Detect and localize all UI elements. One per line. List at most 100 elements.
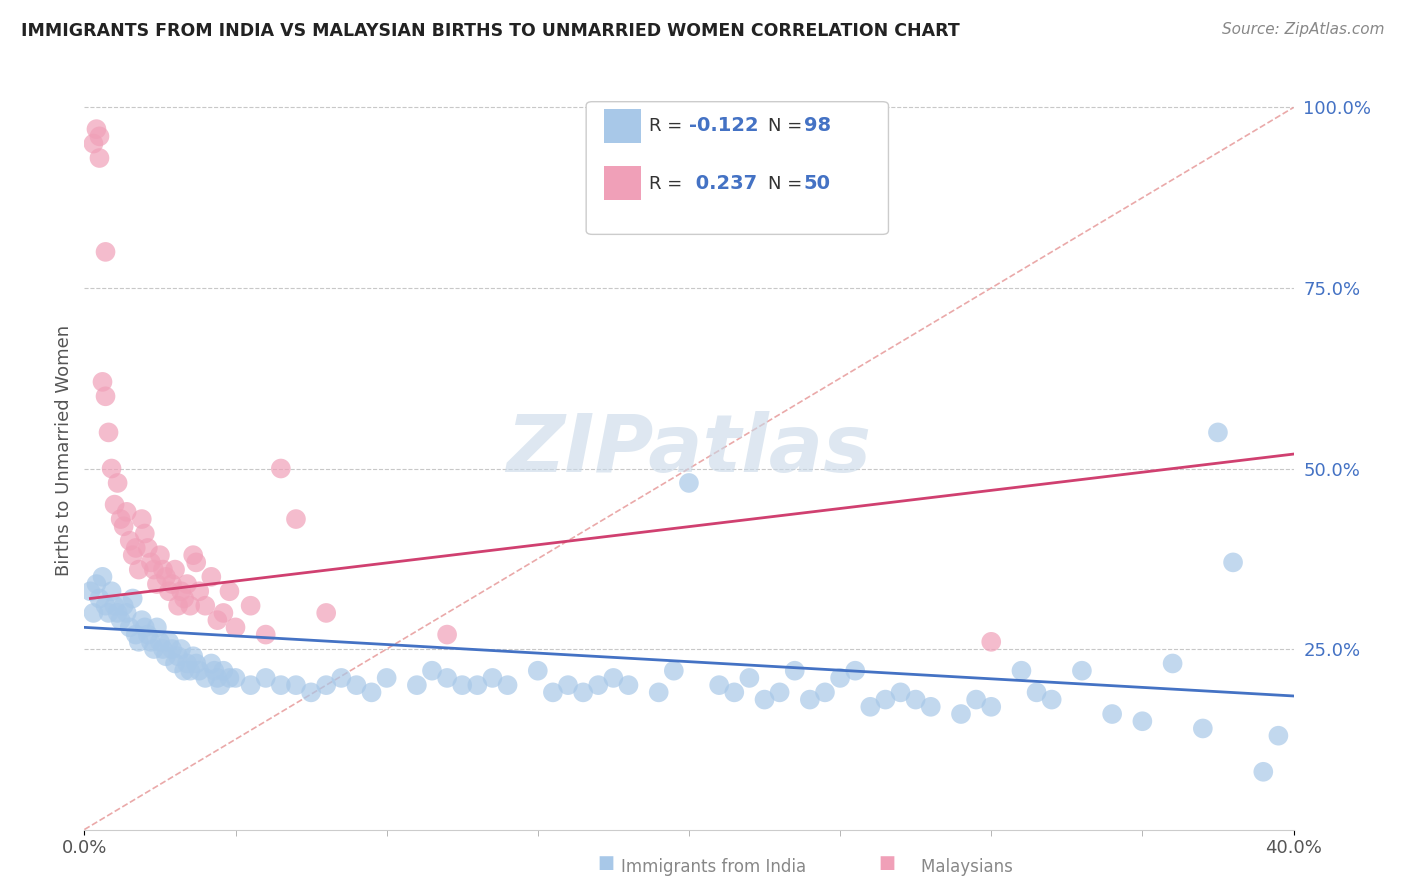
Text: ■: ■ [598,855,614,872]
Point [859,699,882,714]
Point [160,642,183,657]
Point [406,678,429,692]
Point [315,678,337,692]
Point [270,678,292,692]
Point [152,563,174,577]
Point [254,627,277,641]
Point [1206,425,1229,440]
Point [188,664,211,678]
Point [890,685,912,699]
Point [207,613,229,627]
Point [186,555,208,569]
Point [799,692,821,706]
Text: Malaysians: Malaysians [900,858,1012,876]
Point [89,151,111,165]
Point [588,678,610,692]
Point [527,664,550,678]
Point [330,671,353,685]
Point [1267,729,1289,743]
Text: R =: R = [650,175,688,193]
FancyBboxPatch shape [586,102,889,235]
Point [769,685,792,699]
Point [118,533,141,548]
Point [980,635,1002,649]
Point [112,519,135,533]
Point [285,678,308,692]
Text: N =: N = [768,117,807,135]
Text: 0.237: 0.237 [689,174,756,193]
Point [121,591,143,606]
Point [360,685,382,699]
Point [1011,664,1033,678]
Point [146,577,169,591]
Point [844,664,866,678]
Text: 98: 98 [804,117,831,136]
Point [662,664,685,678]
Point [167,649,190,664]
Point [139,635,162,649]
Point [254,671,277,685]
Point [1222,555,1244,569]
Text: ZIPatlas: ZIPatlas [506,411,872,490]
Point [97,606,120,620]
Point [107,475,129,490]
Point [142,642,165,657]
Point [209,678,232,692]
Point [97,425,120,440]
Point [89,129,111,144]
Point [346,678,368,692]
Point [167,599,190,613]
Point [920,699,942,714]
Point [212,606,235,620]
Point [173,591,195,606]
Point [94,389,117,403]
Point [82,606,104,620]
Point [157,635,180,649]
Point [436,671,458,685]
Point [157,584,180,599]
Text: IMMIGRANTS FROM INDIA VS MALAYSIAN BIRTHS TO UNMARRIED WOMEN CORRELATION CHART: IMMIGRANTS FROM INDIA VS MALAYSIAN BIRTH… [21,22,960,40]
Point [1253,764,1275,779]
Point [176,577,198,591]
Point [467,678,489,692]
Point [738,671,761,685]
Text: -0.122: -0.122 [689,117,759,136]
Point [315,606,337,620]
Point [94,244,117,259]
Point [181,548,204,562]
Point [100,461,122,475]
Point [1101,706,1123,721]
Point [134,526,156,541]
Point [723,685,745,699]
Point [1040,692,1063,706]
Point [165,563,187,577]
Point [181,649,204,664]
Point [139,555,162,569]
Point [128,635,150,649]
Point [155,570,177,584]
Point [104,498,127,512]
Point [572,685,595,699]
Point [179,599,201,613]
Point [541,685,564,699]
Point [225,620,247,634]
Point [481,671,503,685]
Point [136,627,159,641]
Point [239,678,262,692]
Point [186,657,208,671]
Point [754,692,776,706]
Text: Source: ZipAtlas.com: Source: ZipAtlas.com [1222,22,1385,37]
Point [375,671,398,685]
Point [118,620,141,634]
Text: ■: ■ [879,855,896,872]
Text: N =: N = [768,175,807,193]
Point [152,642,174,657]
Point [202,664,225,678]
Point [875,692,897,706]
Point [194,599,217,613]
Point [218,584,240,599]
Point [436,627,458,641]
Point [170,584,193,599]
Point [125,627,148,641]
Point [91,375,114,389]
